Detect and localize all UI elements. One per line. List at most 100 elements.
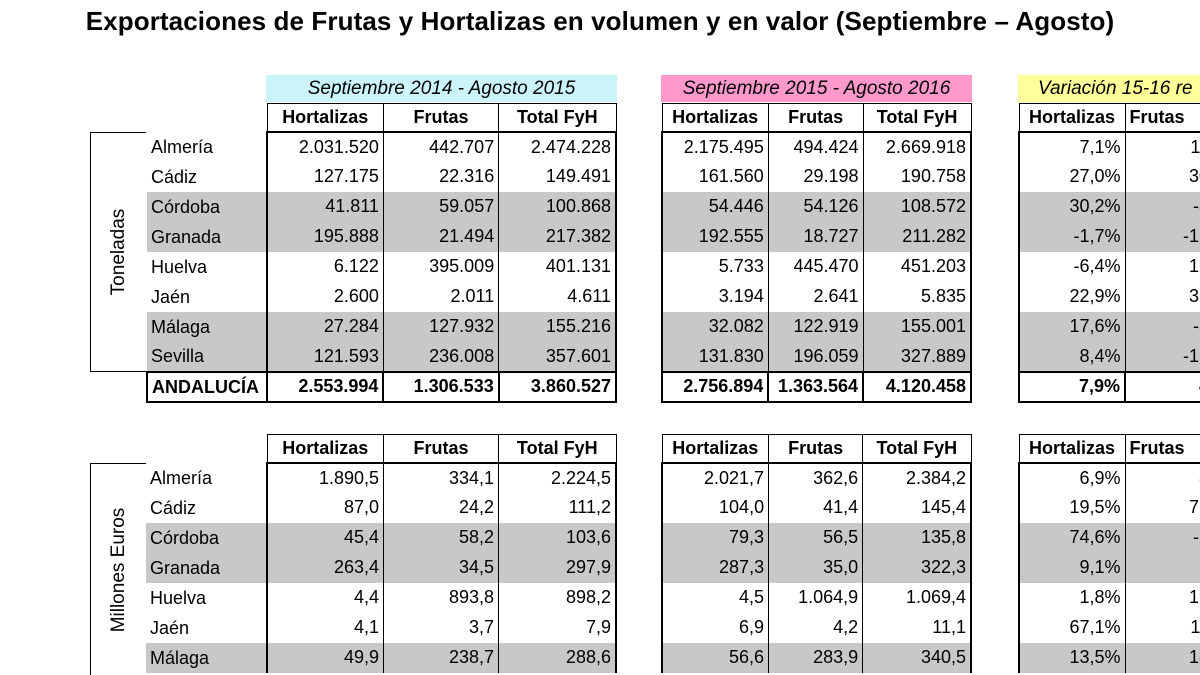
cell: 11, — [1124, 130, 1200, 162]
cell: 6.122 — [265, 251, 384, 282]
province-label: Cádiz — [151, 166, 198, 187]
cell: 41,4 — [768, 492, 864, 523]
cell: 236.008 — [382, 341, 500, 373]
cell: 5.733 — [660, 251, 769, 282]
cell: 3.194 — [660, 281, 769, 312]
cell: 2.669.918 — [862, 130, 972, 162]
cell: 287,3 — [661, 552, 770, 583]
province-label: Huelva — [150, 587, 207, 608]
cell: 401.131 — [498, 251, 618, 282]
col-header-frutas: Frutas — [1124, 434, 1200, 463]
side-label-millones-euros: Millones Euros — [90, 463, 146, 675]
cell: 4,5 — [661, 582, 770, 613]
province-labels-euros: Almería Cádiz Córdoba Granada Huelva Jaé… — [146, 463, 267, 673]
cell: 111,2 — [498, 492, 618, 523]
cell: 49,9 — [266, 642, 385, 673]
cell: 56,6 — [661, 642, 770, 673]
table-euros-2014-2015: Hortalizas Frutas Total FyH 1.890,5 334,1 2.… — [266, 434, 618, 673]
cell: 4.611 — [498, 281, 618, 312]
cell: 8, — [1124, 461, 1200, 493]
cell: 2.384,2 — [862, 461, 973, 493]
col-header-frutas: Frutas — [768, 434, 864, 463]
table-euros-2015-2016: Hortalizas Frutas Total FyH 2.021,7 362,6 2.… — [661, 434, 973, 673]
cell: 263,4 — [266, 552, 385, 583]
cell: 2.474.228 — [498, 130, 618, 162]
cell: 155.001 — [862, 311, 972, 342]
cell: 18.727 — [767, 221, 864, 252]
cell: 24,2 — [383, 492, 500, 523]
cell: 56,5 — [768, 522, 864, 553]
cell: 211.282 — [862, 221, 972, 252]
province-label: Córdoba — [146, 523, 267, 553]
col-header-frutas: Frutas — [382, 103, 500, 132]
cell: 87,0 — [266, 492, 385, 523]
cell: 145,4 — [862, 492, 973, 523]
cell: 395.009 — [382, 251, 500, 282]
cell: 7,9 — [498, 612, 618, 643]
cell: 71, — [1124, 492, 1200, 523]
cell: 494.424 — [767, 130, 864, 162]
cell: 149.491 — [498, 161, 618, 192]
col-header-hortalizas: Hortalizas — [1018, 103, 1126, 132]
period-header-variation: Variación 15-16 re — [1018, 75, 1200, 102]
cell: 11, — [1124, 612, 1200, 643]
side-label-toneladas: Toneladas — [90, 132, 146, 372]
cell: 4,2 — [768, 612, 864, 643]
col-header-hortalizas: Hortalizas — [661, 434, 770, 463]
province-label: Granada — [147, 222, 267, 252]
total-cell: 2.756.894 — [660, 370, 770, 403]
cell: 2.175.495 — [660, 130, 769, 162]
cell: 7,1% — [1018, 130, 1126, 162]
cell: 1,8% — [1018, 582, 1126, 613]
province-label: Granada — [146, 553, 267, 583]
cell: 122.919 — [767, 311, 864, 342]
province-label: Málaga — [147, 312, 267, 342]
cell: 8,4% — [1018, 341, 1126, 373]
cell: 6,9 — [661, 612, 770, 643]
table-tons-2014-2015: Hortalizas Frutas Total FyH 2.031.520 442.7… — [265, 103, 618, 403]
cell: 45,4 — [266, 522, 385, 553]
cell: 9,1% — [1018, 552, 1126, 583]
cell: 2.600 — [265, 281, 384, 312]
province-label: Jaén — [150, 617, 190, 638]
cell: 54.446 — [660, 191, 769, 222]
col-header-total: Total FyH — [498, 434, 617, 463]
cell: 334,1 — [383, 461, 500, 493]
cell: 103,6 — [498, 522, 618, 553]
cell: 127.932 — [382, 311, 500, 342]
col-header-hortalizas: Hortalizas — [1018, 434, 1126, 463]
cell: 283,9 — [768, 642, 864, 673]
cell: 6,9% — [1018, 461, 1126, 493]
cell: 34,5 — [383, 552, 500, 583]
province-labels-tons: Almería Cádiz Córdoba Granada Huelva Jaé… — [146, 132, 267, 403]
cell: 27,0% — [1018, 161, 1126, 192]
cell: 322,3 — [862, 552, 973, 583]
cell: 135,8 — [862, 522, 973, 553]
province-label: Almería — [151, 136, 214, 157]
page-title: Exportaciones de Frutas y Hortalizas en … — [85, 6, 1115, 36]
cell: 327.889 — [862, 341, 972, 373]
cell: 195.888 — [265, 221, 384, 252]
cell: 1.064,9 — [768, 582, 864, 613]
cell: 59.057 — [382, 191, 500, 222]
col-header-frutas: Frutas — [1124, 103, 1200, 132]
cell: -3, — [1124, 311, 1200, 342]
province-label: Córdoba — [147, 192, 267, 222]
cell: 100.868 — [498, 191, 618, 222]
cell: 27.284 — [265, 311, 384, 342]
cell: -6,4% — [1018, 251, 1126, 282]
cell: 2.224,5 — [498, 461, 618, 493]
col-header-hortalizas: Hortalizas — [266, 103, 384, 132]
cell: 192.555 — [660, 221, 769, 252]
cell: -1,7% — [1018, 221, 1126, 252]
cell: 238,7 — [383, 642, 500, 673]
cell: 54.126 — [767, 191, 864, 222]
cell: -8, — [1124, 191, 1200, 222]
cell: 32.082 — [660, 311, 769, 342]
cell: 451.203 — [862, 251, 972, 282]
cell: 17,6% — [1018, 311, 1126, 342]
cell: 217.382 — [498, 221, 618, 252]
cell: 161.560 — [660, 161, 769, 192]
cell: 2.021,7 — [661, 461, 770, 493]
cell: 340,5 — [862, 642, 973, 673]
